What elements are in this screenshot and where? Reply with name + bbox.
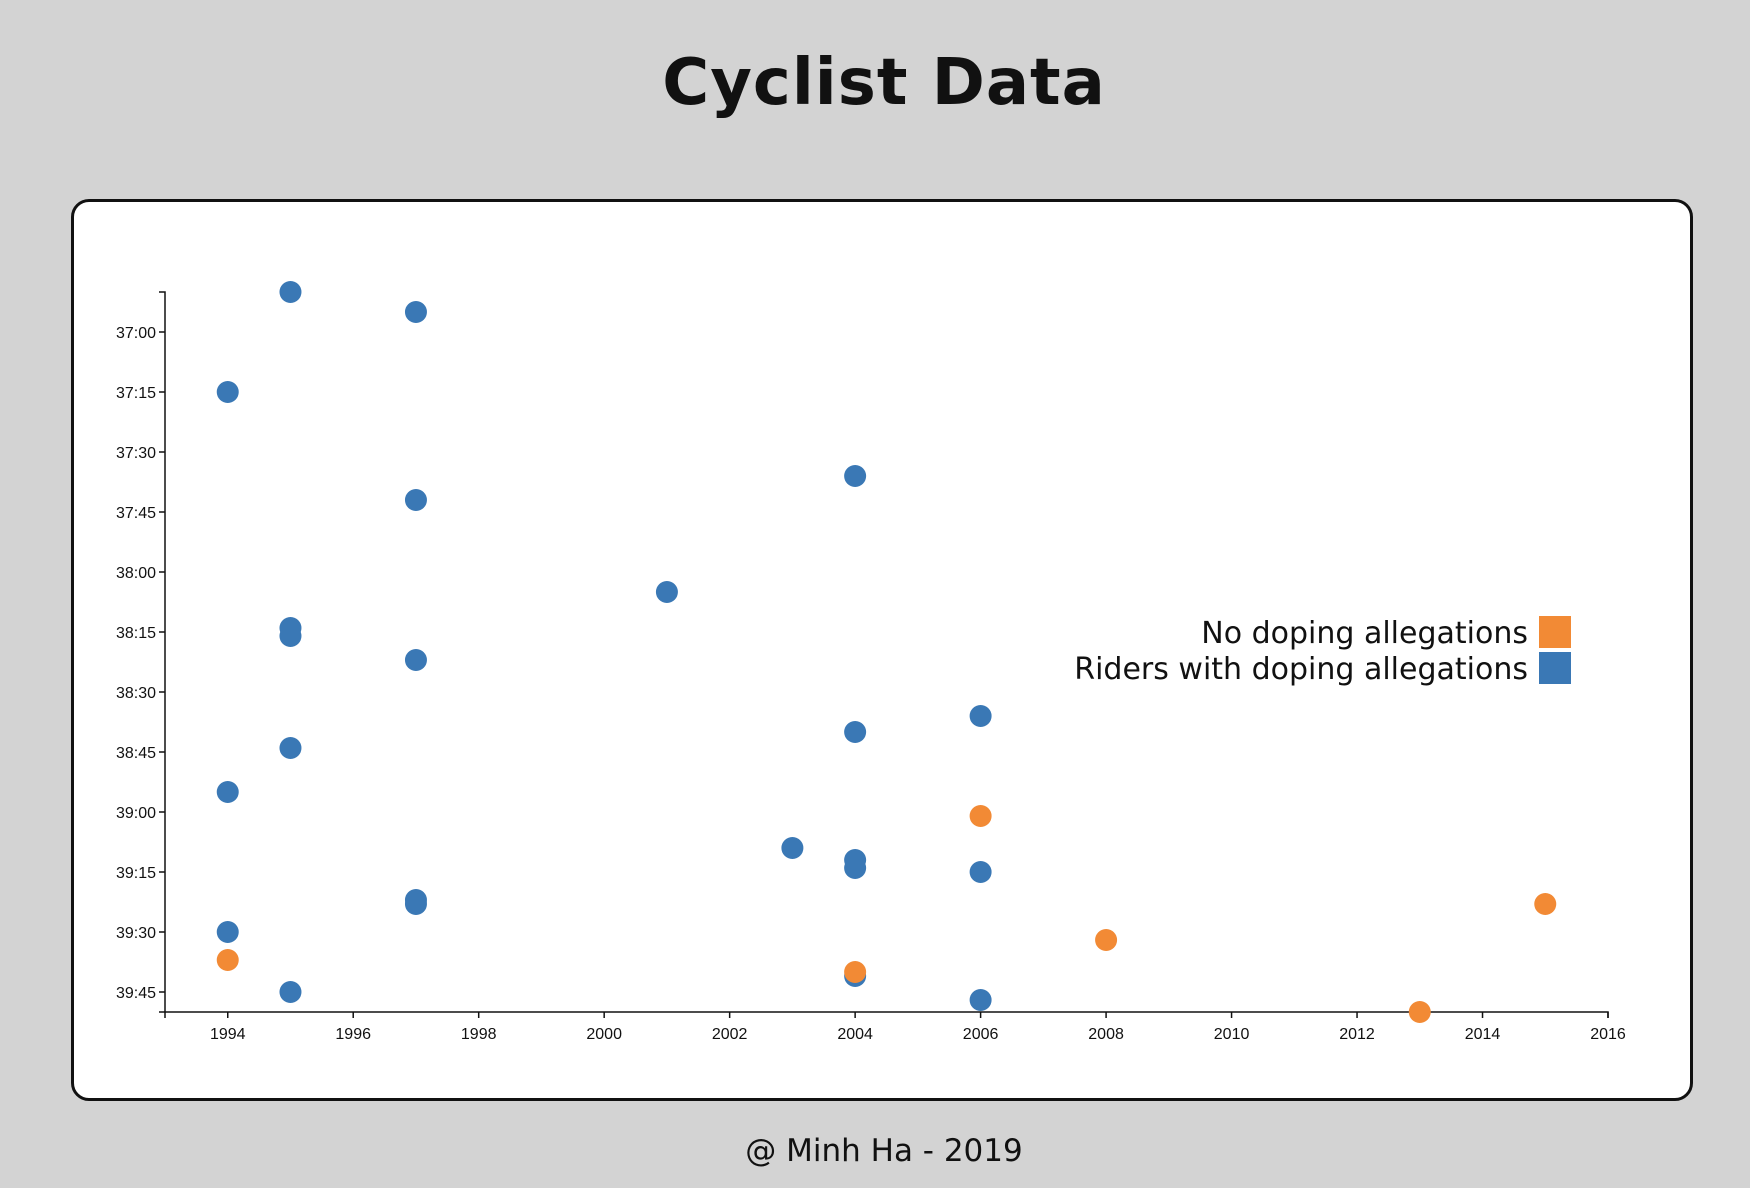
legend-label: Riders with doping allegations [1074,652,1528,687]
page-title: Cyclist Data [662,46,1106,120]
data-point [969,805,992,827]
data-point [279,737,302,759]
data-point [404,649,427,671]
x-tick-label: 2000 [586,1026,622,1043]
y-axis: 37:00 37:15 37:30 37:45 38:00 38:15 38:30 38:45… [116,291,166,1013]
y-tick-label: 37:30 [116,445,156,462]
x-tick-label: 1996 [335,1026,371,1043]
y-axis-line [159,291,166,1013]
data-point [404,301,427,323]
data-point [1408,1001,1431,1023]
legend-label: No doping allegations [1201,616,1528,651]
data-point [1534,893,1557,915]
data-point [655,581,678,603]
footer-credit: @ Minh Ha - 2019 [745,1133,1023,1169]
data-point [969,861,992,883]
data-point [404,489,427,511]
x-tick-label: 2010 [1214,1026,1250,1043]
x-tick-label: 2008 [1088,1026,1124,1043]
x-tick-label: 2012 [1339,1026,1375,1043]
data-point [844,721,867,743]
data-points [216,281,1557,1023]
y-tick-label: 38:45 [116,745,156,762]
chart-card: 37:00 37:15 37:30 37:45 38:00 38:15 38:30 38:45… [71,199,1693,1101]
data-point [404,893,427,915]
y-tick-label: 39:15 [116,865,156,882]
data-point [1095,929,1118,951]
y-tick-label: 39:45 [116,985,156,1002]
y-tick-label: 38:30 [116,685,156,702]
x-tick-label: 1998 [461,1026,497,1043]
data-point [216,781,239,803]
x-axis: 1994 1996 1998 2000 2002 2004 2006 2008 2010 2012… [164,1011,1626,1043]
data-point [969,705,992,727]
data-point [969,989,992,1011]
data-point [844,961,867,983]
data-point [844,857,867,879]
y-tick-label: 37:15 [116,385,156,402]
legend-swatch [1539,616,1571,648]
x-tick-label: 2016 [1590,1026,1626,1043]
legend-swatch [1539,652,1571,684]
y-tick-label: 37:45 [116,505,156,522]
scatter-plot: 37:00 37:15 37:30 37:45 38:00 38:15 38:30 38:45… [116,281,1626,1043]
y-tick-label: 39:30 [116,925,156,942]
x-tick-label: 2014 [1465,1026,1501,1043]
x-tick-label: 2004 [837,1026,873,1043]
data-point [844,465,867,487]
data-point [279,981,302,1003]
data-point [216,949,239,971]
x-axis-line [164,1011,1609,1018]
data-point [279,281,302,303]
data-point [279,625,302,647]
x-tick-label: 1994 [210,1026,246,1043]
y-tick-label: 38:15 [116,625,156,642]
x-tick-label: 2006 [963,1026,999,1043]
y-tick-label: 37:00 [116,325,156,342]
y-tick-label: 38:00 [116,565,156,582]
data-point [216,921,239,943]
y-tick-label: 39:00 [116,805,156,822]
data-point [781,837,804,859]
x-tick-label: 2002 [712,1026,748,1043]
data-point [216,381,239,403]
